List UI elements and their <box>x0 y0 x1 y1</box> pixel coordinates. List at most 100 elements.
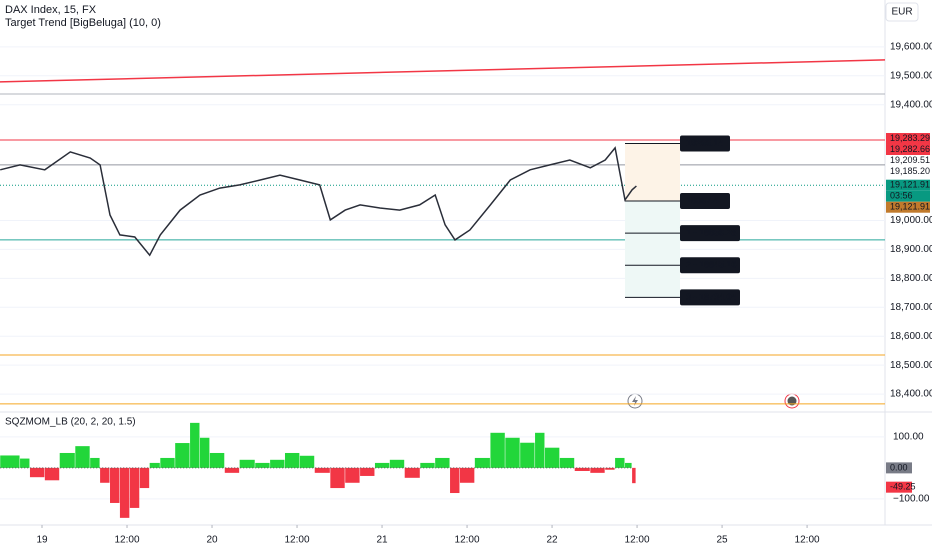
momentum-bar <box>100 467 110 483</box>
momentum-bar <box>44 467 60 481</box>
momentum-bar <box>284 452 300 468</box>
x-tick-label: 20 <box>206 535 218 546</box>
y-tick-label: −100.00 <box>893 494 930 505</box>
target-box <box>680 135 730 152</box>
x-tick-label: 22 <box>546 535 558 546</box>
momentum-bar <box>110 467 120 503</box>
momentum-bar <box>119 467 130 518</box>
x-tick-label: 12:00 <box>795 535 820 546</box>
value-marker-label: -49.25 <box>890 482 916 492</box>
momentum-bar <box>374 462 390 468</box>
y-tick-label: 19,400.00 <box>890 99 932 110</box>
x-tick-label: 19 <box>36 535 48 546</box>
y-tick-label: 18,800.00 <box>890 273 932 284</box>
momentum-bar <box>90 457 100 468</box>
x-tick-label: 25 <box>717 535 729 546</box>
target-label: 19067.4 <box>686 195 719 205</box>
target-box <box>680 257 740 274</box>
momentum-bar <box>420 462 435 468</box>
target-label: 1 - 18956.28 <box>686 228 737 238</box>
momentum-bar <box>255 462 270 468</box>
y-tick-label: 18,600.00 <box>890 331 932 342</box>
y-tick-label: 18,400.00 <box>890 389 932 400</box>
record-dot <box>787 396 797 406</box>
x-tick-label: 21 <box>376 535 388 546</box>
momentum-bar <box>459 467 475 483</box>
price-label: 19,282.66 <box>890 144 930 154</box>
target-box <box>680 192 730 209</box>
price-label-box <box>886 190 930 202</box>
momentum-bar <box>175 443 190 468</box>
price-label-box <box>886 155 930 167</box>
momentum-bar <box>209 452 225 468</box>
target-label: 2 - 18845.16 <box>686 260 737 270</box>
target-label: 3 - 18734.04 <box>686 292 737 302</box>
currency-button[interactable] <box>885 2 919 22</box>
momentum-bar <box>360 467 375 476</box>
price-label-box <box>886 179 930 191</box>
value-marker <box>886 462 912 474</box>
momentum-bar <box>129 467 140 508</box>
momentum-bar <box>574 467 590 471</box>
momentum-bar <box>239 459 255 468</box>
momentum-bar <box>590 467 605 473</box>
pane-title: SQZMOM_LB (20, 2, 20, 1.5) <box>5 417 136 428</box>
momentum-bar <box>404 467 420 478</box>
momentum-bar <box>520 442 535 468</box>
price-line <box>0 146 637 257</box>
momentum-bar <box>474 457 490 468</box>
x-tick-label: 12:00 <box>285 535 310 546</box>
value-marker <box>886 481 912 493</box>
price-label: 19,209.51 <box>890 155 930 165</box>
momentum-bar <box>270 459 285 468</box>
price-label: 19,283.29 <box>890 133 930 143</box>
price-label-box <box>886 166 930 178</box>
currency-label: EUR <box>891 7 912 18</box>
momentum-bar <box>149 462 160 468</box>
price-label-box <box>886 133 930 145</box>
y-tick-label: 18,500.00 <box>890 360 932 371</box>
momentum-bar <box>605 467 615 470</box>
momentum-bar <box>75 446 90 468</box>
price-label-box <box>886 201 930 213</box>
momentum-bar <box>505 437 520 468</box>
symbol-title: DAX Index, 15, FX <box>5 4 97 16</box>
price-label: 19,121.91 <box>890 202 930 212</box>
momentum-bar <box>345 467 360 483</box>
trend-line <box>0 59 886 83</box>
y-tick-label: 19,500.00 <box>890 70 932 81</box>
risk-zone <box>625 143 680 201</box>
momentum-bar <box>160 457 175 468</box>
momentum-bar <box>615 457 625 468</box>
momentum-bar <box>389 459 405 468</box>
indicator-title: Target Trend [BigBeluga] (10, 0) <box>5 17 161 29</box>
target-zone <box>625 200 680 298</box>
momentum-bar <box>559 457 575 468</box>
momentum-bar <box>224 467 240 473</box>
momentum-bar <box>59 452 75 468</box>
momentum-bar <box>0 455 20 468</box>
y-tick-label: 100.00 <box>893 431 924 442</box>
momentum-bar <box>535 432 545 468</box>
momentum-bar <box>625 462 632 468</box>
x-tick-label: 12:00 <box>455 535 480 546</box>
target-label: 19266.14 <box>686 138 724 148</box>
price-label: 19,121.91 <box>890 180 930 190</box>
momentum-bar <box>139 467 150 489</box>
momentum-bar <box>435 457 450 468</box>
y-tick-label: 18,900.00 <box>890 244 932 255</box>
momentum-bar <box>20 458 30 468</box>
y-tick-label: 19,000.00 <box>890 215 932 226</box>
momentum-bar <box>490 432 505 468</box>
y-tick-label: 19,600.00 <box>890 42 932 53</box>
momentum-bar <box>544 447 560 468</box>
momentum-bar <box>299 455 315 468</box>
momentum-bar <box>199 437 210 468</box>
target-box <box>680 225 740 242</box>
momentum-bar <box>190 422 200 468</box>
bolt <box>632 396 638 406</box>
y-tick-label: 18,700.00 <box>890 302 932 313</box>
